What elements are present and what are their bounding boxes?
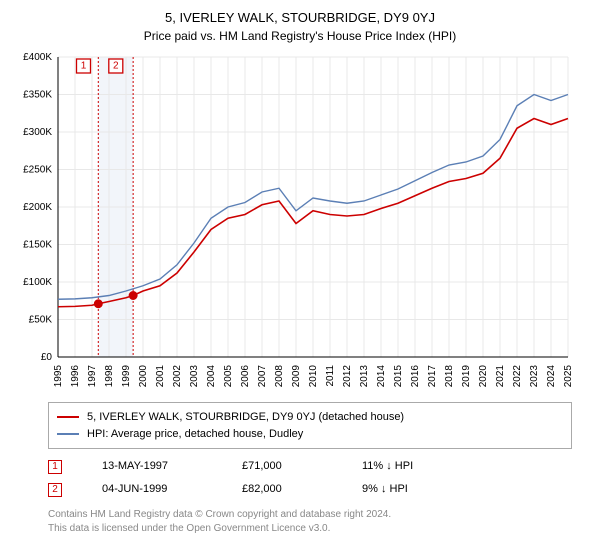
legend: 5, IVERLEY WALK, STOURBRIDGE, DY9 0YJ (d…: [48, 402, 572, 449]
svg-text:£200K: £200K: [23, 202, 52, 213]
svg-text:2005: 2005: [223, 365, 234, 388]
svg-text:2022: 2022: [512, 365, 523, 388]
chart-svg: £0 £50K £100K £150K £200K £250K £300K £350K £400…: [18, 53, 572, 393]
sale-price: £71,000: [242, 459, 322, 474]
svg-text:2001: 2001: [155, 365, 166, 388]
svg-text:1996: 1996: [70, 365, 81, 388]
svg-text:£100K: £100K: [23, 277, 52, 288]
svg-text:2011: 2011: [325, 365, 336, 387]
svg-text:£250K: £250K: [23, 165, 52, 176]
attribution-line: This data is licensed under the Open Gov…: [48, 522, 572, 536]
svg-text:£350K: £350K: [23, 90, 52, 101]
svg-text:2012: 2012: [342, 365, 353, 388]
legend-swatch: [57, 433, 79, 435]
sale-date: 04-JUN-1999: [102, 482, 202, 497]
sale-row: 2 04-JUN-1999 £82,000 9% ↓ HPI: [48, 478, 572, 501]
svg-text:2019: 2019: [461, 365, 472, 388]
legend-label: HPI: Average price, detached house, Dudl…: [87, 426, 303, 443]
sale-marker-icon: 1: [48, 460, 62, 474]
svg-text:£0: £0: [41, 352, 53, 363]
svg-text:2002: 2002: [172, 365, 183, 388]
svg-text:2023: 2023: [529, 365, 540, 388]
legend-swatch: [57, 416, 79, 418]
svg-text:1: 1: [81, 61, 87, 72]
attribution: Contains HM Land Registry data © Crown c…: [48, 508, 572, 536]
sale-delta: 11% ↓ HPI: [362, 459, 413, 474]
svg-text:£300K: £300K: [23, 127, 52, 138]
svg-text:2020: 2020: [478, 365, 489, 388]
sale-marker-icon: 2: [48, 483, 62, 497]
svg-text:2025: 2025: [563, 365, 572, 388]
sale-price: £82,000: [242, 482, 322, 497]
svg-text:2009: 2009: [291, 365, 302, 388]
svg-text:2024: 2024: [546, 365, 557, 388]
sale-delta: 9% ↓ HPI: [362, 482, 408, 497]
svg-text:2004: 2004: [206, 365, 217, 388]
svg-text:2018: 2018: [444, 365, 455, 388]
sale-row: 1 13-MAY-1997 £71,000 11% ↓ HPI: [48, 455, 572, 478]
chart-title-address: 5, IVERLEY WALK, STOURBRIDGE, DY9 0YJ: [0, 0, 600, 25]
svg-text:2017: 2017: [427, 365, 438, 388]
svg-text:1999: 1999: [121, 365, 132, 388]
legend-row: HPI: Average price, detached house, Dudl…: [57, 426, 563, 443]
svg-text:2016: 2016: [410, 365, 421, 388]
svg-text:£400K: £400K: [23, 53, 52, 63]
svg-text:2021: 2021: [495, 365, 506, 388]
svg-text:2014: 2014: [376, 365, 387, 388]
svg-text:2015: 2015: [393, 365, 404, 388]
attribution-line: Contains HM Land Registry data © Crown c…: [48, 508, 572, 522]
svg-text:£50K: £50K: [29, 315, 53, 326]
sales-rows: 1 13-MAY-1997 £71,000 11% ↓ HPI 2 04-JUN-1999…: [48, 455, 572, 502]
svg-text:2007: 2007: [257, 365, 268, 388]
svg-text:2013: 2013: [359, 365, 370, 388]
legend-label: 5, IVERLEY WALK, STOURBRIDGE, DY9 0YJ (d…: [87, 409, 404, 426]
svg-text:2006: 2006: [240, 365, 251, 388]
chart-subtitle: Price paid vs. HM Land Registry's House …: [0, 25, 600, 43]
svg-text:2000: 2000: [138, 365, 149, 388]
svg-text:2003: 2003: [189, 365, 200, 388]
svg-text:2010: 2010: [308, 365, 319, 388]
svg-text:£150K: £150K: [23, 240, 52, 251]
svg-text:1997: 1997: [87, 365, 98, 388]
svg-text:2: 2: [113, 61, 119, 72]
svg-text:2008: 2008: [274, 365, 285, 388]
svg-text:1995: 1995: [53, 365, 64, 388]
svg-text:1998: 1998: [104, 365, 115, 388]
legend-row: 5, IVERLEY WALK, STOURBRIDGE, DY9 0YJ (d…: [57, 409, 563, 426]
chart-area: £0 £50K £100K £150K £200K £250K £300K £350K £400…: [18, 53, 572, 398]
sale-date: 13-MAY-1997: [102, 459, 202, 474]
